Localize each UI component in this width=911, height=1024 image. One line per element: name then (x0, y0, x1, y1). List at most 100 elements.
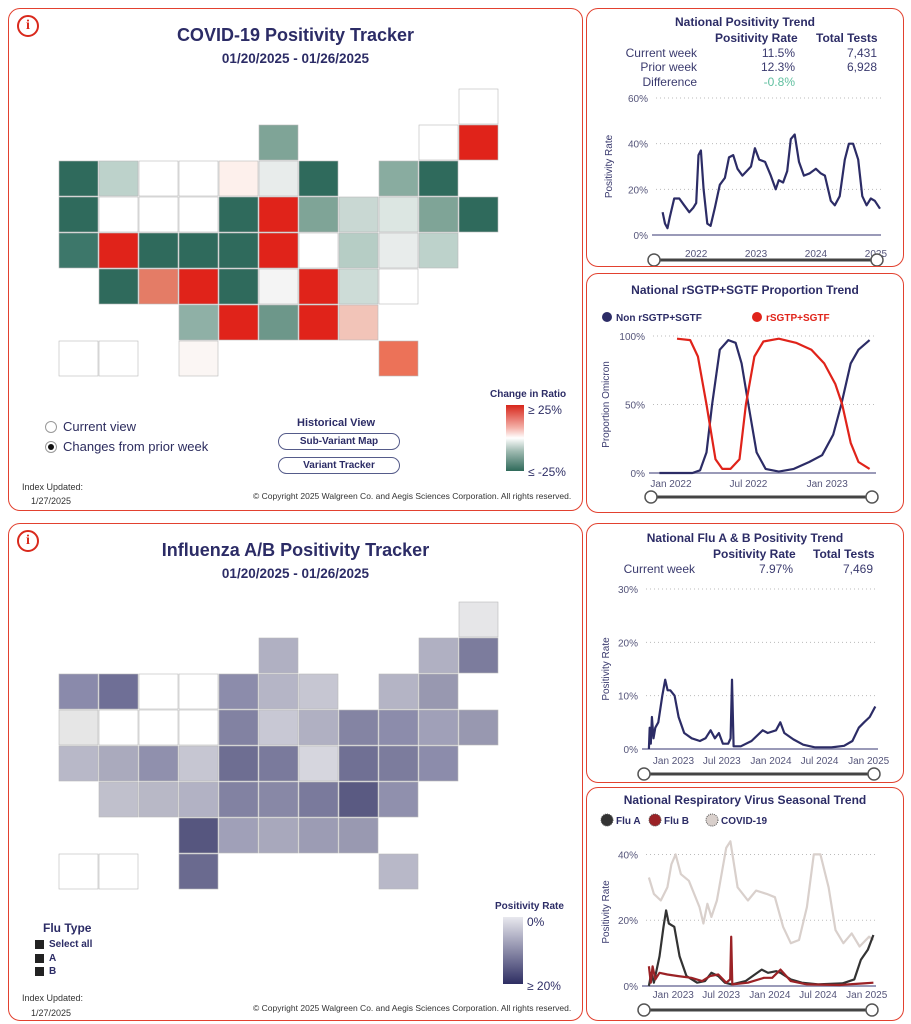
flu-line-chart[interactable]: 0% 10% 20% 30% Jan 2023 Jul 2023 Jan 2024 Jul 2… (587, 524, 904, 783)
state-la[interactable] (218, 304, 259, 341)
state-hi[interactable] (98, 340, 139, 377)
radio-changes-prior-week[interactable]: Changes from prior week (45, 439, 208, 454)
state-ca[interactable] (58, 232, 99, 269)
state-wv[interactable] (298, 232, 339, 269)
state-tx[interactable] (178, 340, 219, 377)
state-ia[interactable] (218, 196, 259, 233)
state-nh[interactable] (458, 637, 499, 674)
state-nj[interactable] (378, 709, 419, 746)
slider-handle-end[interactable] (870, 253, 884, 266)
state-vt[interactable] (418, 124, 459, 161)
state-co[interactable] (138, 232, 179, 269)
state-nv[interactable] (98, 709, 139, 746)
radio-button[interactable] (45, 440, 57, 453)
state-wv[interactable] (298, 745, 339, 782)
state-ma[interactable] (418, 673, 459, 710)
slider-handle-start[interactable] (637, 1003, 651, 1017)
state-mo[interactable] (218, 745, 259, 782)
checkbox[interactable] (35, 967, 44, 976)
sub-variant-map-button[interactable]: Sub-Variant Map (278, 433, 400, 450)
state-or[interactable] (58, 196, 99, 233)
state-fl[interactable] (378, 340, 419, 377)
info-icon[interactable]: i (17, 15, 39, 37)
state-me[interactable] (458, 88, 499, 125)
slider-handle-start[interactable] (647, 253, 661, 266)
state-ut[interactable] (98, 232, 139, 269)
state-nm[interactable] (138, 268, 179, 305)
state-dc[interactable] (378, 268, 419, 305)
state-mt[interactable] (138, 673, 179, 710)
radio-button[interactable] (45, 420, 57, 433)
state-fl[interactable] (378, 853, 419, 890)
flu-type-a[interactable]: A (35, 953, 56, 964)
state-ar[interactable] (218, 268, 259, 305)
state-sc[interactable] (338, 781, 379, 818)
flu-us-map[interactable] (39, 594, 539, 894)
slider-handle-start[interactable] (644, 490, 658, 504)
state-in[interactable] (258, 709, 299, 746)
state-oh[interactable] (298, 196, 339, 233)
info-icon[interactable]: i (17, 530, 39, 552)
state-az[interactable] (98, 781, 139, 818)
variant-tracker-button[interactable]: Variant Tracker (278, 457, 400, 474)
state-ny[interactable] (378, 673, 419, 710)
slider-handle-start[interactable] (637, 767, 651, 781)
state-ct[interactable] (418, 709, 459, 746)
state-wy[interactable] (138, 709, 179, 746)
state-id[interactable] (98, 160, 139, 197)
state-sd[interactable] (178, 196, 219, 233)
state-vt[interactable] (418, 637, 459, 674)
state-ks[interactable] (178, 268, 219, 305)
state-sc[interactable] (338, 268, 379, 305)
slider-handle-end[interactable] (865, 1003, 879, 1017)
state-ak[interactable] (58, 853, 99, 890)
state-ny[interactable] (378, 160, 419, 197)
state-al[interactable] (298, 304, 339, 341)
state-in[interactable] (258, 196, 299, 233)
state-nd[interactable] (178, 673, 219, 710)
state-md[interactable] (378, 232, 419, 269)
radio-current-view[interactable]: Current view (45, 419, 136, 434)
slider-handle-end[interactable] (867, 767, 881, 781)
checkbox[interactable] (35, 954, 44, 963)
state-md[interactable] (378, 745, 419, 782)
state-nm[interactable] (138, 781, 179, 818)
state-pa[interactable] (338, 709, 379, 746)
state-ca[interactable] (58, 745, 99, 782)
state-la[interactable] (218, 817, 259, 854)
state-ut[interactable] (98, 745, 139, 782)
state-ak[interactable] (58, 340, 99, 377)
state-nv[interactable] (98, 196, 139, 233)
state-oh[interactable] (298, 709, 339, 746)
state-al[interactable] (298, 817, 339, 854)
state-id[interactable] (98, 673, 139, 710)
state-dc[interactable] (378, 781, 419, 818)
state-ga[interactable] (338, 817, 379, 854)
flu-type-b[interactable]: B (35, 966, 56, 977)
state-il[interactable] (258, 160, 299, 197)
state-ne[interactable] (178, 745, 219, 782)
state-ky[interactable] (258, 745, 299, 782)
respiratory-line-chart[interactable]: 0% 20% 40% Jan 2023 Jul 2023 Jan 2024 Jul 2024… (587, 788, 904, 1021)
state-nd[interactable] (178, 160, 219, 197)
state-nc[interactable] (298, 781, 339, 818)
rsgtp-line-chart[interactable]: 0% 50% 100% Jan 2022 Jul 2022 Jan 2023 Proport… (587, 274, 904, 513)
state-nj[interactable] (378, 196, 419, 233)
state-va[interactable] (338, 232, 379, 269)
state-wy[interactable] (138, 196, 179, 233)
state-ok[interactable] (178, 304, 219, 341)
state-wa[interactable] (58, 673, 99, 710)
state-nh[interactable] (458, 124, 499, 161)
state-ri[interactable] (458, 709, 499, 746)
state-hi[interactable] (98, 853, 139, 890)
state-wa[interactable] (58, 160, 99, 197)
state-mo[interactable] (218, 232, 259, 269)
positivity-line-chart[interactable]: 0%20%40%60%2022202320242025Positivity Ra… (587, 9, 904, 267)
state-ri[interactable] (458, 196, 499, 233)
state-or[interactable] (58, 709, 99, 746)
state-tn[interactable] (258, 268, 299, 305)
state-de[interactable] (418, 745, 459, 782)
state-me[interactable] (458, 601, 499, 638)
state-va[interactable] (338, 745, 379, 782)
state-sd[interactable] (178, 709, 219, 746)
